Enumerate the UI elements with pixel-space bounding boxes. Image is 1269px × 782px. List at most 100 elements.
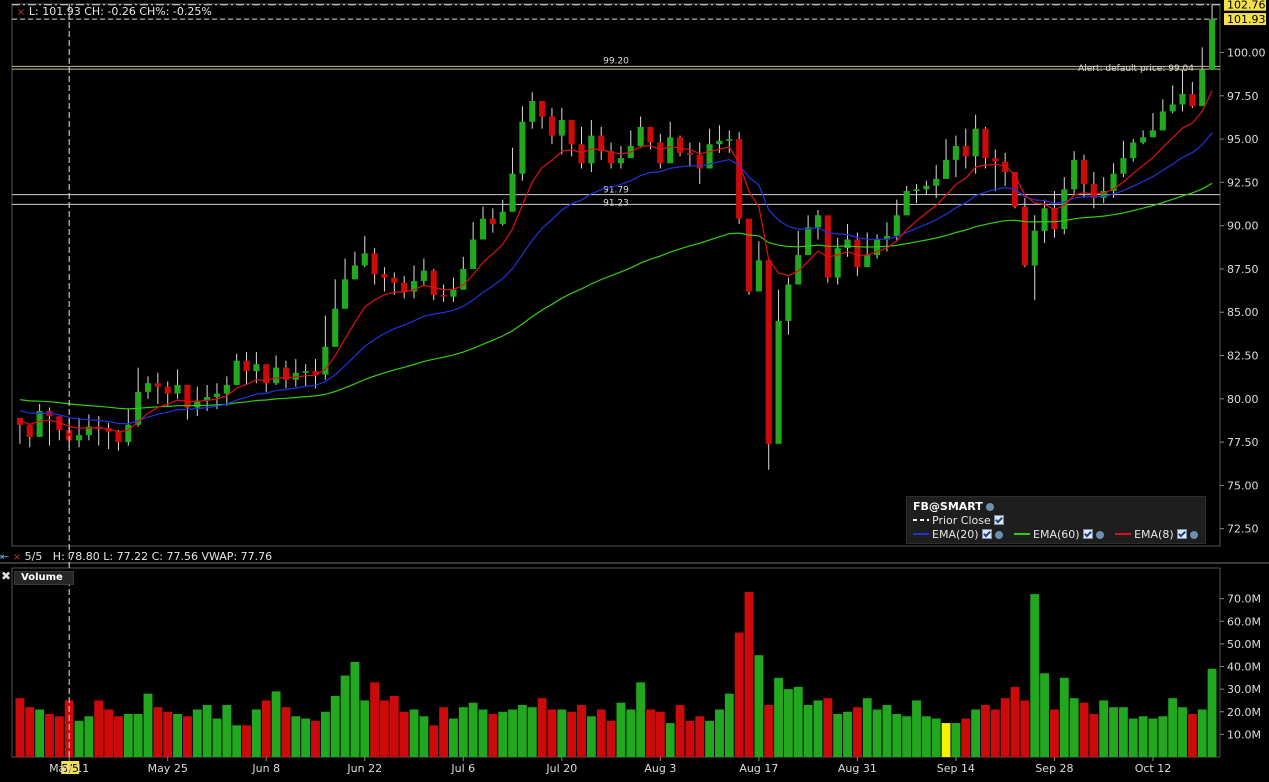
candle-down <box>745 218 753 292</box>
wrench-icon[interactable] <box>985 503 994 511</box>
volume-bar <box>251 709 261 757</box>
volume-bar <box>25 707 35 757</box>
candle-up <box>292 372 299 380</box>
volume-bar <box>783 689 793 757</box>
candle-up <box>1169 104 1176 112</box>
price-tag-label: 102.76 <box>1227 0 1266 12</box>
price-tick-label: 87.50 <box>1227 263 1259 276</box>
volume-tick-label: 30.0M <box>1227 683 1261 696</box>
candle-up <box>460 268 467 290</box>
volume-bar <box>94 700 104 757</box>
candle-up <box>450 289 457 297</box>
volume-bar <box>54 716 64 757</box>
wrench-icon[interactable] <box>1189 531 1198 539</box>
volume-bar <box>1207 668 1217 757</box>
candle-up <box>1110 173 1117 192</box>
candle-up <box>617 158 624 164</box>
candle-up <box>509 173 516 212</box>
collapse-icon[interactable]: ⇤ <box>0 550 10 563</box>
volume-bar <box>793 686 803 757</box>
legend-ema8: EMA(8) <box>1134 528 1174 541</box>
volume-panel[interactable]: 10.0M 20.0M 30.0M 40.0M 50.0M 60.0M 70.0M <box>11 567 1261 758</box>
volume-bar <box>1030 594 1040 757</box>
wrench-icon[interactable] <box>1095 531 1104 539</box>
volume-bar <box>84 716 94 757</box>
volume-bar <box>1109 707 1118 757</box>
volume-bar <box>774 677 783 757</box>
candle-up <box>36 410 43 437</box>
volume-bar <box>655 711 665 757</box>
volume-bar <box>517 704 527 757</box>
volume-bar <box>892 714 902 757</box>
x-tick-label: Jul 20 <box>545 762 577 775</box>
volume-bar <box>1089 714 1099 757</box>
candle-up <box>637 126 644 146</box>
candle-up <box>952 145 959 160</box>
wrench-icon[interactable] <box>994 531 1003 539</box>
volume-bar <box>675 704 685 757</box>
close-icon[interactable]: × <box>12 552 22 563</box>
volume-bar <box>153 707 163 757</box>
volume-bar <box>291 716 301 757</box>
volume-bar <box>665 723 675 757</box>
volume-bar <box>163 711 173 757</box>
candle-down <box>401 282 408 292</box>
volume-bar <box>1118 707 1128 757</box>
candle-up <box>667 137 674 164</box>
candle-up <box>302 371 309 373</box>
prior-close-checkbox[interactable] <box>993 515 1004 525</box>
volume-bar <box>104 709 114 757</box>
price-tick-label: 80.00 <box>1227 393 1259 406</box>
volume-bar <box>498 711 508 757</box>
volume-bar <box>872 709 882 757</box>
candle-down <box>1051 208 1058 230</box>
volume-bar <box>921 716 931 757</box>
candle-up <box>253 364 260 372</box>
volume-bar <box>705 720 715 757</box>
candle-up <box>933 178 940 186</box>
candle-up <box>361 253 368 266</box>
volume-bar <box>990 709 1000 757</box>
candle-down <box>647 126 654 143</box>
candle-down <box>154 383 161 387</box>
volume-bar <box>547 709 557 757</box>
ema8-swatch <box>1115 533 1132 535</box>
candle-down <box>598 135 605 152</box>
candle-down <box>608 151 615 164</box>
candle-down <box>95 426 102 429</box>
candle-up <box>332 308 339 347</box>
volume-bar <box>1059 677 1069 757</box>
ema60-checkbox[interactable] <box>1082 529 1093 539</box>
candle-up <box>1071 159 1078 190</box>
close-icon[interactable]: × <box>17 7 26 18</box>
volume-bar <box>744 591 754 757</box>
candle-up <box>351 265 358 280</box>
x-tick-label: Aug 17 <box>739 762 778 775</box>
candle-up <box>1100 191 1107 198</box>
volume-bar <box>1168 698 1178 757</box>
candle-up <box>1179 94 1186 105</box>
volume-bar <box>1079 702 1089 757</box>
ema8-checkbox[interactable] <box>1176 529 1187 539</box>
ema60-swatch <box>1014 533 1031 535</box>
candle-up <box>1149 130 1157 138</box>
close-volume-icon[interactable]: ✖ <box>1 569 12 583</box>
candle-down <box>548 116 556 136</box>
candle-up <box>213 393 221 398</box>
ema20-checkbox[interactable] <box>981 529 992 539</box>
candle-up <box>125 424 132 443</box>
candle-up <box>1041 208 1048 231</box>
volume-bar <box>902 716 912 757</box>
candle-up <box>972 128 979 157</box>
candle-up <box>233 360 240 385</box>
candle-down <box>184 384 191 408</box>
volume-bar <box>173 714 182 757</box>
chart-legend: FB@SMART Prior Close EMA(20) EMA(60) EMA… <box>906 496 1206 544</box>
volume-bar <box>340 675 350 757</box>
candle-up <box>519 121 526 174</box>
candle-down <box>243 360 250 372</box>
volume-bar <box>360 700 370 757</box>
x-tick-label: Aug 31 <box>838 762 877 775</box>
price-panel[interactable]: 72.50 75.00 77.50 80.00 82.50 85.00 87.50 90.00… <box>11 0 1266 547</box>
